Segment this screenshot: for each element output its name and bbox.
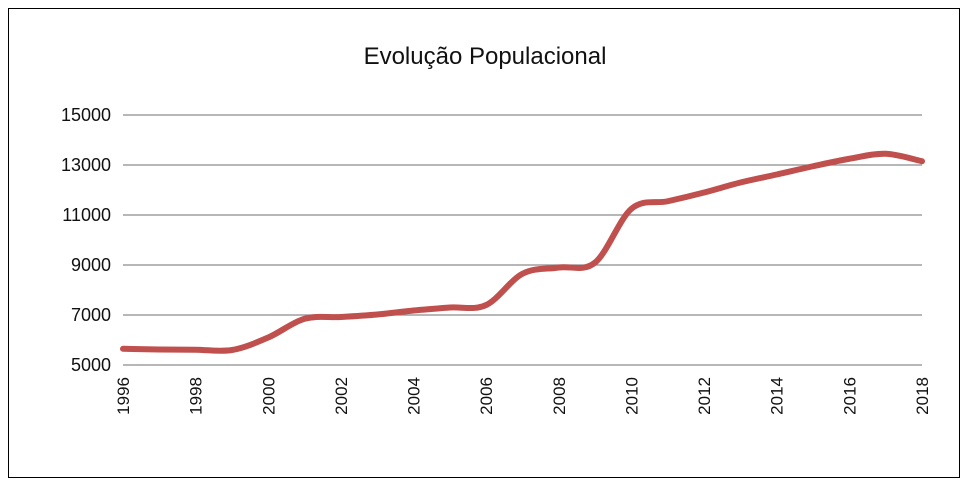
x-tick-label: 2016 — [840, 377, 859, 415]
y-tick-label: 15000 — [61, 105, 111, 125]
x-axis-ticks: 1996 1998 2000 2002 2004 2006 2008 2010 2012 2014… — [114, 377, 932, 415]
y-tick-label: 5000 — [71, 355, 111, 375]
x-tick-label: 2006 — [477, 377, 496, 415]
x-tick-label: 2000 — [259, 377, 278, 415]
chart-title: Evolução Populacional — [364, 43, 607, 70]
x-tick-label: 1998 — [187, 377, 206, 415]
x-tick-label: 2002 — [332, 377, 351, 415]
x-tick-label: 1996 — [114, 377, 133, 415]
x-tick-label: 2008 — [550, 377, 569, 415]
series-line — [120, 150, 925, 354]
y-tick-label: 9000 — [71, 255, 111, 275]
y-tick-label: 11000 — [62, 205, 111, 225]
x-tick-label: 2010 — [622, 377, 641, 415]
chart-frame — [8, 8, 960, 478]
x-tick-label: 2014 — [768, 377, 787, 415]
y-tick-label: 13000 — [61, 155, 111, 175]
x-tick-label: 2012 — [695, 377, 714, 415]
gridlines — [123, 114, 922, 366]
y-axis-ticks: 5000 7000 9000 11000 13000 15000 — [61, 105, 111, 375]
x-tick-label: 2018 — [913, 377, 932, 415]
x-tick-label: 2004 — [405, 377, 424, 415]
y-tick-label: 7000 — [71, 305, 111, 325]
